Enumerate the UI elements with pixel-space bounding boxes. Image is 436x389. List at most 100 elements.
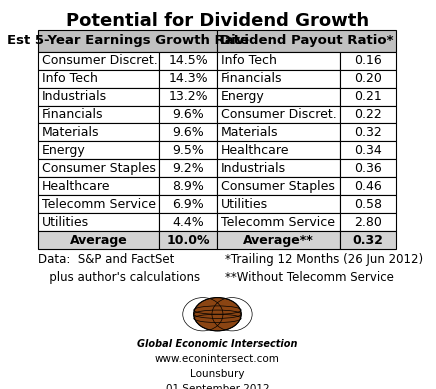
Text: 01 September 2012: 01 September 2012 bbox=[166, 384, 269, 389]
Text: **Without Telecomm Service: **Without Telecomm Service bbox=[225, 271, 394, 284]
Bar bbox=[340, 159, 396, 177]
Text: 6.9%: 6.9% bbox=[172, 198, 204, 211]
Bar bbox=[340, 70, 396, 88]
Bar bbox=[159, 177, 218, 195]
Bar bbox=[38, 30, 218, 52]
Bar bbox=[38, 177, 159, 195]
Text: 0.32: 0.32 bbox=[354, 126, 382, 139]
Text: Info Tech: Info Tech bbox=[42, 72, 98, 85]
Text: Consumer Staples: Consumer Staples bbox=[42, 162, 156, 175]
Text: 14.5%: 14.5% bbox=[168, 54, 208, 67]
Bar bbox=[38, 52, 159, 70]
Bar bbox=[218, 214, 340, 231]
Text: Telecomm Service: Telecomm Service bbox=[42, 198, 156, 211]
Text: Global Economic Intersection: Global Economic Intersection bbox=[137, 339, 298, 349]
Text: 0.22: 0.22 bbox=[354, 108, 382, 121]
Bar bbox=[159, 123, 218, 142]
Text: Consumer Discret.: Consumer Discret. bbox=[42, 54, 158, 67]
Text: 14.3%: 14.3% bbox=[168, 72, 208, 85]
Text: 9.5%: 9.5% bbox=[172, 144, 204, 157]
Text: Est 5-Year Earnings Growth Rate: Est 5-Year Earnings Growth Rate bbox=[7, 34, 249, 47]
Text: Data:  S&P and FactSet: Data: S&P and FactSet bbox=[38, 252, 175, 266]
Text: Materials: Materials bbox=[42, 126, 100, 139]
Bar bbox=[38, 231, 159, 249]
Text: Healthcare: Healthcare bbox=[42, 180, 111, 193]
Text: 9.2%: 9.2% bbox=[172, 162, 204, 175]
Text: Utilities: Utilities bbox=[221, 198, 268, 211]
Text: Consumer Staples: Consumer Staples bbox=[221, 180, 335, 193]
Text: 0.20: 0.20 bbox=[354, 72, 382, 85]
Text: Materials: Materials bbox=[221, 126, 279, 139]
Text: Potential for Dividend Growth: Potential for Dividend Growth bbox=[66, 12, 369, 30]
Bar bbox=[218, 159, 340, 177]
Text: 0.46: 0.46 bbox=[354, 180, 382, 193]
Text: 9.6%: 9.6% bbox=[172, 126, 204, 139]
Bar bbox=[159, 195, 218, 214]
Text: 10.0%: 10.0% bbox=[167, 234, 210, 247]
Text: Utilities: Utilities bbox=[42, 216, 89, 229]
Text: Telecomm Service: Telecomm Service bbox=[221, 216, 335, 229]
Bar bbox=[340, 142, 396, 159]
Bar bbox=[340, 195, 396, 214]
Bar bbox=[38, 195, 159, 214]
Bar bbox=[159, 159, 218, 177]
Bar bbox=[340, 231, 396, 249]
Bar bbox=[340, 52, 396, 70]
Text: Energy: Energy bbox=[221, 90, 265, 103]
Bar bbox=[218, 105, 340, 123]
Ellipse shape bbox=[194, 298, 241, 331]
Text: 0.34: 0.34 bbox=[354, 144, 382, 157]
Bar bbox=[218, 195, 340, 214]
Bar bbox=[38, 214, 159, 231]
Bar bbox=[218, 30, 396, 52]
Text: *Trailing 12 Months (26 Jun 2012): *Trailing 12 Months (26 Jun 2012) bbox=[225, 252, 423, 266]
Bar bbox=[218, 177, 340, 195]
Text: Financials: Financials bbox=[42, 108, 104, 121]
Bar bbox=[159, 142, 218, 159]
Bar bbox=[159, 88, 218, 105]
Bar bbox=[340, 214, 396, 231]
Text: Energy: Energy bbox=[42, 144, 86, 157]
Bar bbox=[38, 159, 159, 177]
Text: Lounsbury: Lounsbury bbox=[190, 369, 245, 379]
Text: Consumer Discret.: Consumer Discret. bbox=[221, 108, 337, 121]
Text: plus author's calculations: plus author's calculations bbox=[38, 271, 201, 284]
Text: Industrials: Industrials bbox=[221, 162, 286, 175]
Text: 0.21: 0.21 bbox=[354, 90, 382, 103]
Text: www.econintersect.com: www.econintersect.com bbox=[155, 354, 280, 364]
Bar bbox=[38, 70, 159, 88]
Bar bbox=[159, 231, 218, 249]
Text: Average: Average bbox=[70, 234, 128, 247]
Text: 2.80: 2.80 bbox=[354, 216, 382, 229]
Bar bbox=[340, 88, 396, 105]
Bar bbox=[159, 70, 218, 88]
Text: Info Tech: Info Tech bbox=[221, 54, 277, 67]
Bar bbox=[340, 123, 396, 142]
Text: Dividend Payout Ratio*: Dividend Payout Ratio* bbox=[220, 34, 394, 47]
Text: 0.36: 0.36 bbox=[354, 162, 382, 175]
Bar bbox=[218, 123, 340, 142]
Bar bbox=[218, 88, 340, 105]
Text: Healthcare: Healthcare bbox=[221, 144, 290, 157]
Bar bbox=[218, 142, 340, 159]
Text: 0.58: 0.58 bbox=[354, 198, 382, 211]
Bar bbox=[218, 52, 340, 70]
Bar bbox=[38, 88, 159, 105]
Text: Industrials: Industrials bbox=[42, 90, 107, 103]
Text: Average**: Average** bbox=[243, 234, 314, 247]
Bar bbox=[218, 70, 340, 88]
Text: 0.16: 0.16 bbox=[354, 54, 382, 67]
Bar bbox=[159, 214, 218, 231]
Bar bbox=[159, 52, 218, 70]
Bar bbox=[218, 231, 340, 249]
Bar bbox=[38, 142, 159, 159]
Text: 0.32: 0.32 bbox=[353, 234, 384, 247]
Text: 8.9%: 8.9% bbox=[172, 180, 204, 193]
Text: 9.6%: 9.6% bbox=[172, 108, 204, 121]
Text: Financials: Financials bbox=[221, 72, 283, 85]
Bar bbox=[38, 123, 159, 142]
Bar bbox=[159, 105, 218, 123]
Text: 4.4%: 4.4% bbox=[172, 216, 204, 229]
Bar bbox=[340, 105, 396, 123]
Text: 13.2%: 13.2% bbox=[168, 90, 208, 103]
